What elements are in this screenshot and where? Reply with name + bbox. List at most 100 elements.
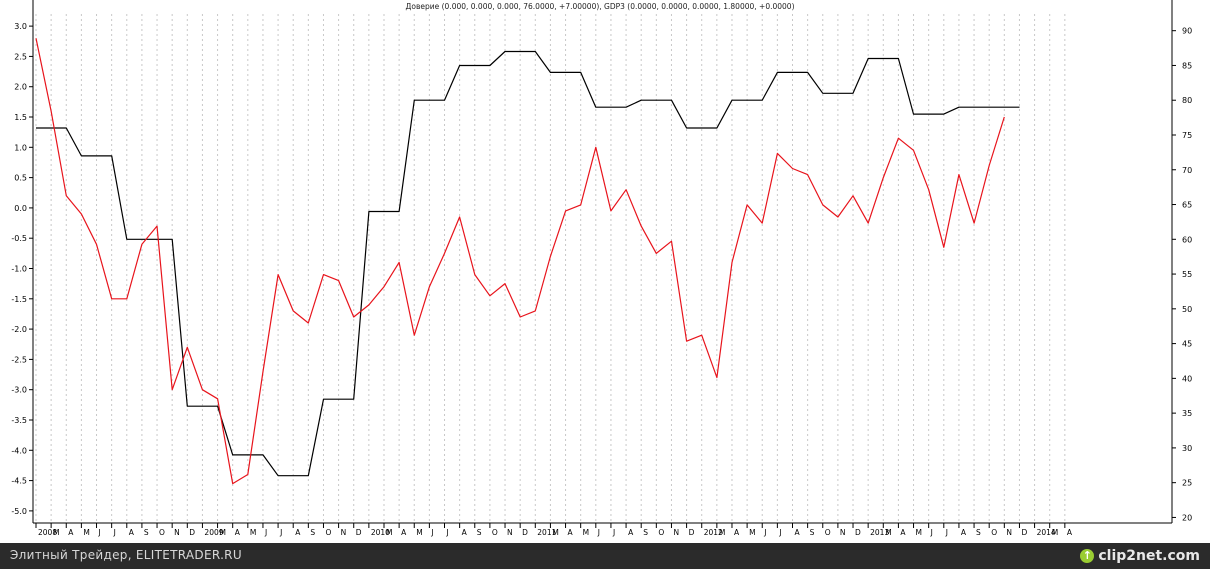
x-tick-label: O <box>825 528 831 537</box>
left-tick-label: 2.0 <box>14 83 27 92</box>
x-tick-label: A <box>68 528 74 537</box>
x-tick-label: O <box>159 528 165 537</box>
left-tick-label: -3.5 <box>11 416 27 425</box>
right-tick-label: 85 <box>1182 61 1192 70</box>
x-tick-label: A <box>295 528 301 537</box>
x-tick-label: J <box>945 528 948 537</box>
series-line-1 <box>36 50 1020 477</box>
x-tick-label: A <box>462 528 468 537</box>
x-tick-label: 2010 <box>371 528 390 537</box>
x-tick-label: O <box>991 528 997 537</box>
x-tick-label: A <box>961 528 967 537</box>
right-tick-label: 45 <box>1182 340 1192 349</box>
x-tick-label: J <box>264 528 267 537</box>
x-tick-label: D <box>855 528 861 537</box>
right-tick-label: 50 <box>1182 305 1192 314</box>
right-tick-label: 35 <box>1182 409 1192 418</box>
right-tick-label: 70 <box>1182 166 1192 175</box>
x-tick-label: A <box>1067 528 1073 537</box>
series-line-2 <box>35 38 1005 485</box>
x-tick-label: M <box>719 528 725 537</box>
left-tick-label: -3.0 <box>11 386 27 395</box>
x-tick-label: N <box>673 528 679 537</box>
x-tick-label: M <box>749 528 755 537</box>
x-tick-label: S <box>310 528 315 537</box>
x-tick-label: J <box>778 528 781 537</box>
x-tick-label: 2013 <box>870 528 889 537</box>
x-tick-label: S <box>976 528 981 537</box>
x-tick-label: 2008 <box>38 528 57 537</box>
left-tick-label: -5.0 <box>11 507 27 516</box>
x-tick-label: A <box>628 528 634 537</box>
x-tick-label: A <box>235 528 241 537</box>
right-tick-label: 20 <box>1182 513 1192 522</box>
x-tick-label: D <box>689 528 695 537</box>
chart-title: Доверие (0.000, 0.000, 0.000, 76.0000, +… <box>406 2 795 11</box>
x-tick-label: M <box>53 528 59 537</box>
right-tick-label: 30 <box>1182 444 1192 453</box>
left-tick-label: 2.5 <box>14 52 27 61</box>
x-tick-label: D <box>189 528 195 537</box>
x-tick-label: A <box>401 528 407 537</box>
x-tick-label: D <box>1021 528 1027 537</box>
x-tick-label: N <box>174 528 180 537</box>
x-tick-label: N <box>341 528 347 537</box>
x-tick-label: O <box>492 528 498 537</box>
x-tick-label: M <box>552 528 558 537</box>
x-tick-label: J <box>446 528 449 537</box>
right-tick-label: 75 <box>1182 131 1192 140</box>
x-tick-label: J <box>430 528 433 537</box>
x-tick-label: S <box>477 528 482 537</box>
x-tick-label: M <box>83 528 89 537</box>
x-tick-label: M <box>1052 528 1058 537</box>
x-tick-label: A <box>900 528 906 537</box>
x-tick-label: N <box>1006 528 1012 537</box>
left-tick-label: -2.0 <box>11 325 27 334</box>
right-tick-label: 80 <box>1182 96 1192 105</box>
x-tick-label: A <box>734 528 740 537</box>
x-tick-label: J <box>113 528 116 537</box>
x-tick-label: M <box>916 528 922 537</box>
x-tick-label: M <box>220 528 226 537</box>
right-axis: 90 85 80 75 70 65 60 55 50 45 40 35 30 25 20 <box>1172 27 1192 522</box>
x-tick-label: J <box>597 528 600 537</box>
footer-bar: Элитный Трейдер, ELITETRADER.RU ↑ clip2n… <box>0 543 1210 569</box>
x-tick-label: J <box>612 528 615 537</box>
left-tick-label: 1.0 <box>14 143 27 152</box>
x-tick-label: N <box>507 528 513 537</box>
x-tick-label: D <box>522 528 528 537</box>
x-tick-label: M <box>250 528 256 537</box>
x-tick-label: A <box>795 528 801 537</box>
x-tick-label: 2009 <box>204 528 223 537</box>
left-tick-label: 0.5 <box>14 174 27 183</box>
right-tick-label: 65 <box>1182 201 1192 210</box>
right-tick-label: 55 <box>1182 270 1192 279</box>
footer-text: Элитный Трейдер, ELITETRADER.RU <box>10 548 242 562</box>
left-tick-label: 1.5 <box>14 113 27 122</box>
x-tick-label: D <box>356 528 362 537</box>
right-tick-label: 90 <box>1182 27 1192 36</box>
x-tick-label: M <box>386 528 392 537</box>
x-tick-label: O <box>325 528 331 537</box>
x-tick-label: S <box>810 528 815 537</box>
x-tick-label: A <box>129 528 135 537</box>
left-tick-label: -0.5 <box>11 234 27 243</box>
x-tick-label: J <box>930 528 933 537</box>
x-tick-label: J <box>98 528 101 537</box>
left-tick-label: -1.5 <box>11 295 27 304</box>
x-tick-label: J <box>279 528 282 537</box>
x-tick-label: S <box>643 528 648 537</box>
x-tick-label: A <box>568 528 574 537</box>
x-tick-label: J <box>763 528 766 537</box>
watermark: ↑ clip2net.com <box>1080 546 1200 566</box>
x-tick-label: M <box>583 528 589 537</box>
right-tick-label: 25 <box>1182 479 1192 488</box>
left-axis: 3.0 2.5 2.0 1.5 1.0 0.5 0.0 -0.5 -1.0 -1.5 -2.0 -2.… <box>11 22 33 516</box>
left-tick-label: -4.5 <box>11 477 27 486</box>
x-tick-label: N <box>840 528 846 537</box>
x-tick-label: S <box>144 528 149 537</box>
plot-background <box>0 0 1210 543</box>
left-tick-label: -4.0 <box>11 446 27 455</box>
